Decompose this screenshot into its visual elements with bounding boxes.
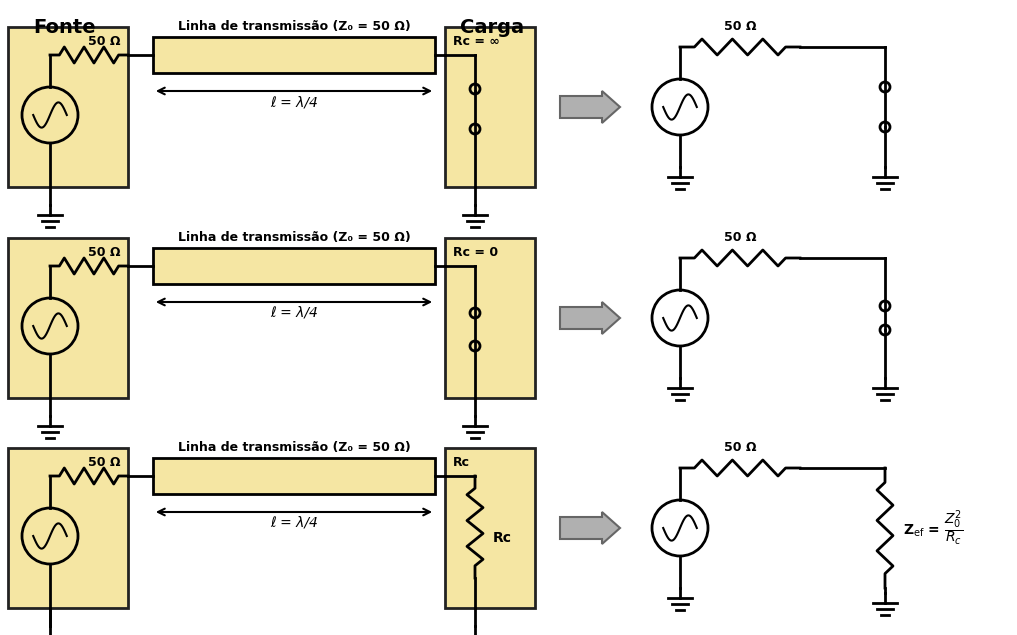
Text: 50 Ω: 50 Ω [724,441,757,454]
FancyArrow shape [560,91,620,123]
FancyBboxPatch shape [8,448,128,608]
FancyBboxPatch shape [153,37,435,73]
Text: Linha de transmissão (Z₀ = 50 Ω): Linha de transmissão (Z₀ = 50 Ω) [178,20,411,33]
Text: Carga: Carga [460,18,524,37]
Text: ℓ = λ/4: ℓ = λ/4 [271,306,318,320]
Text: Linha de transmissão (Z₀ = 50 Ω): Linha de transmissão (Z₀ = 50 Ω) [178,231,411,244]
FancyArrow shape [560,512,620,544]
Text: 50 Ω: 50 Ω [87,456,120,469]
FancyBboxPatch shape [8,238,128,398]
Text: Rᴄ = ∞: Rᴄ = ∞ [453,35,499,48]
Text: ℓ = λ/4: ℓ = λ/4 [271,95,318,109]
Text: 50 Ω: 50 Ω [724,20,757,33]
FancyBboxPatch shape [8,27,128,187]
Text: Rᴄ = 0: Rᴄ = 0 [453,246,498,259]
Text: Rᴄ: Rᴄ [493,531,512,545]
FancyBboxPatch shape [445,448,535,608]
Text: Linha de transmissão (Z₀ = 50 Ω): Linha de transmissão (Z₀ = 50 Ω) [178,441,411,454]
Text: 50 Ω: 50 Ω [87,35,120,48]
Text: Z$_{\mathrm{ef}}$ = $\dfrac{Z_0^2}{R_c}$: Z$_{\mathrm{ef}}$ = $\dfrac{Z_0^2}{R_c}$ [903,509,963,547]
FancyBboxPatch shape [445,238,535,398]
FancyArrow shape [560,302,620,334]
FancyBboxPatch shape [153,458,435,494]
Text: 50 Ω: 50 Ω [724,231,757,244]
Text: 50 Ω: 50 Ω [87,246,120,259]
Text: Rᴄ: Rᴄ [453,456,470,469]
FancyBboxPatch shape [445,27,535,187]
FancyBboxPatch shape [153,248,435,284]
Text: ℓ = λ/4: ℓ = λ/4 [271,516,318,530]
Text: Fonte: Fonte [34,18,97,37]
